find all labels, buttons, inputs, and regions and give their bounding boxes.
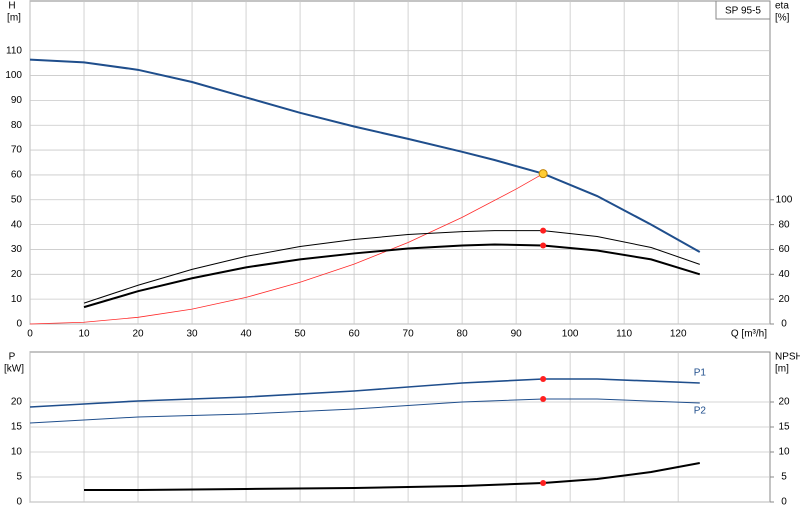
x-tick-label: 20	[132, 329, 144, 340]
title-box	[715, 0, 771, 20]
curve-label: P2	[694, 406, 707, 417]
y-axis-label: P	[9, 352, 16, 363]
x-tick-label: 110	[616, 329, 632, 340]
y2-axis-unit: [m]	[775, 364, 789, 375]
y-tick-label: 80	[11, 120, 23, 131]
y-tick-label: 40	[11, 219, 23, 230]
y2-tick-label: 40	[778, 269, 790, 280]
x-axis-label: Q [m³/h]	[731, 329, 767, 340]
curve	[29, 398, 700, 424]
curve	[29, 378, 700, 408]
y-tick-label: 20	[11, 397, 23, 408]
y-tick-label: 0	[16, 319, 22, 330]
y-tick-label: 100	[5, 70, 22, 81]
y2-tick-label: 80	[778, 219, 790, 230]
y2-tick-label: 5	[781, 472, 787, 483]
y-tick-label: 60	[11, 170, 23, 181]
chart-title: SP 95-5	[725, 6, 761, 17]
y2-axis-unit: [%]	[775, 13, 790, 24]
y-tick-label: 90	[11, 95, 23, 106]
x-tick-label: 70	[403, 329, 415, 340]
y-tick-label: 10	[11, 294, 23, 305]
y-tick-label: 70	[11, 145, 23, 156]
y2-tick-label: 20	[778, 397, 790, 408]
x-tick-label: 90	[511, 329, 523, 340]
y-axis-unit: [m]	[7, 13, 21, 24]
x-tick-label: 100	[562, 329, 579, 340]
x-tick-label: 50	[295, 329, 307, 340]
x-tick-label: 40	[240, 329, 252, 340]
y-tick-label: 10	[11, 447, 23, 458]
y2-tick-label: 100	[776, 194, 793, 205]
y-tick-label: 20	[11, 269, 23, 280]
y2-axis-label: eta	[775, 1, 789, 12]
x-tick-label: 120	[670, 329, 687, 340]
y-tick-label: 15	[11, 422, 23, 433]
y-tick-label: 50	[11, 194, 23, 205]
y2-tick-label: 10	[778, 447, 790, 458]
y2-axis-label: NPSH	[775, 352, 800, 363]
curve	[84, 462, 700, 491]
x-tick-label: 60	[349, 329, 361, 340]
operating-point	[540, 376, 547, 382]
y2-tick-label: 0	[781, 497, 787, 508]
x-tick-label: 0	[27, 329, 33, 340]
y-tick-label: 110	[6, 45, 22, 56]
operating-point	[540, 227, 547, 234]
x-tick-label: 80	[457, 329, 469, 340]
operating-point	[540, 242, 547, 249]
operating-point	[540, 396, 547, 402]
y2-tick-label: 0	[781, 319, 787, 330]
y2-tick-label: 60	[778, 244, 790, 255]
y2-tick-label: 20	[778, 294, 790, 305]
plot-frame	[29, 0, 771, 325]
curve-label: P1	[694, 368, 707, 379]
y-tick-label: 30	[11, 244, 23, 255]
curve	[29, 58, 701, 253]
operating-point	[538, 169, 548, 179]
curve	[29, 173, 544, 325]
curve	[83, 230, 700, 304]
operating-point	[540, 480, 547, 486]
y-tick-label: 5	[16, 472, 22, 483]
x-tick-label: 10	[78, 329, 90, 340]
y-tick-label: 0	[16, 497, 22, 508]
curve	[83, 243, 701, 309]
y-axis-label: H	[8, 1, 15, 12]
x-tick-label: 30	[186, 329, 198, 340]
y-axis-unit: [kW]	[4, 364, 24, 375]
y2-tick-label: 15	[778, 422, 790, 433]
